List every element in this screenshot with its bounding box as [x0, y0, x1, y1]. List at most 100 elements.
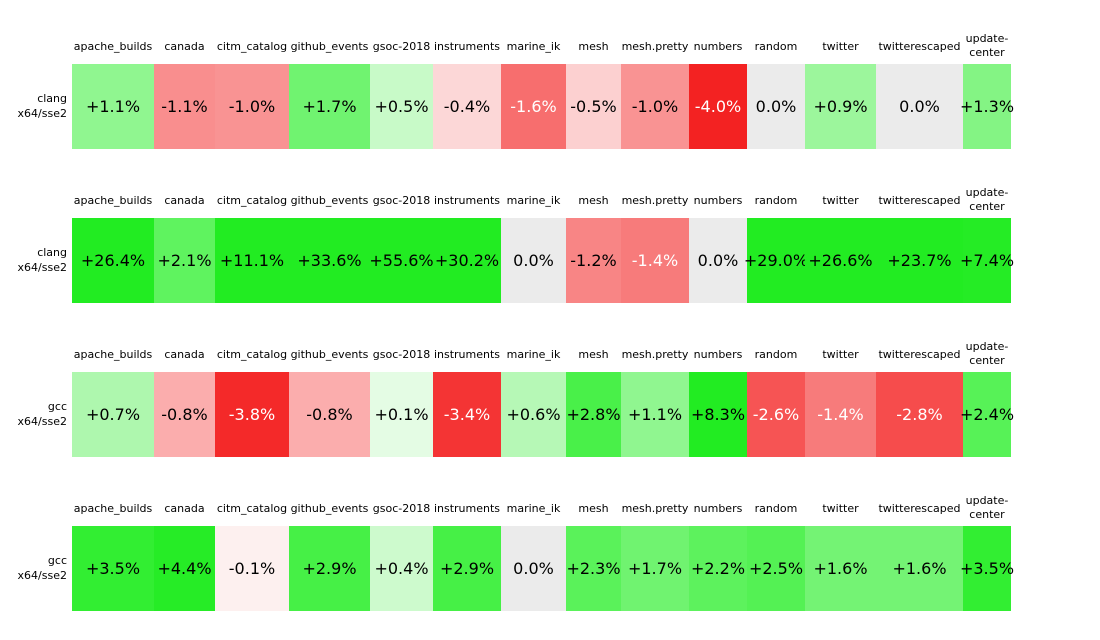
header-corner [0, 182, 72, 218]
column-header: twitter [822, 501, 859, 515]
column-header: twitter [822, 193, 859, 207]
heatmap-cell: +2.8% [566, 372, 621, 457]
column-header: twitterescaped [878, 39, 961, 53]
column-header: mesh.pretty [621, 501, 689, 515]
heatmap-cell: -1.1% [154, 64, 215, 149]
heatmap-cell: +33.6% [289, 218, 370, 303]
column-header: marine_ik [506, 347, 561, 361]
heatmap-cell: +8.3% [689, 372, 747, 457]
heatmap-cell: -0.5% [566, 64, 621, 149]
column-header: instruments [433, 501, 501, 515]
header-corner [0, 336, 72, 372]
heatmap-cell: +1.1% [621, 372, 689, 457]
column-header: gsoc-2018 [372, 39, 431, 53]
row-label: clang x64/sse2 [0, 218, 72, 303]
benchmark-band: apache_builds canada citm_catalog github_ev… [0, 28, 1100, 149]
column-header: instruments [433, 347, 501, 361]
column-header: apache_builds [73, 39, 153, 53]
heatmap-cell: +2.2% [689, 526, 747, 611]
column-header: random [754, 347, 798, 361]
column-header: mesh [578, 193, 609, 207]
heatmap-cell: +7.4% [960, 218, 1014, 303]
heatmap-cell: 0.0% [501, 526, 566, 611]
heatmap-cell: +1.7% [621, 526, 689, 611]
column-header: twitterescaped [878, 193, 961, 207]
heatmap-cell: +11.1% [215, 218, 289, 303]
heatmap-cell: +55.6% [369, 218, 434, 303]
heatmap-cell: -1.2% [566, 218, 621, 303]
row-label: gcc x64/sse2 [0, 372, 72, 457]
heatmap-cell: +0.1% [370, 372, 433, 457]
heatmap-cell: -0.8% [154, 372, 215, 457]
column-header: citm_catalog [216, 347, 288, 361]
heatmap-cell: +0.4% [370, 526, 433, 611]
column-header: random [754, 501, 798, 515]
heatmap-cell: +3.5% [72, 526, 154, 611]
heatmap-cell: +1.3% [960, 64, 1014, 149]
column-header: update-center [965, 340, 1009, 367]
heatmap-cell: +2.4% [960, 372, 1014, 457]
column-header: canada [164, 347, 205, 361]
column-header: canada [164, 501, 205, 515]
heatmap-cell: -0.4% [433, 64, 501, 149]
column-header: twitter [822, 39, 859, 53]
heatmap-cell: +2.5% [747, 526, 805, 611]
column-header: mesh.pretty [621, 193, 689, 207]
heatmap-cell: +26.6% [805, 218, 876, 303]
heatmap-cell: +0.5% [370, 64, 433, 149]
heatmap-cell: +30.2% [433, 218, 501, 303]
header-corner [0, 490, 72, 526]
benchmark-band: apache_builds canada citm_catalog github_ev… [0, 182, 1100, 303]
column-header: citm_catalog [216, 39, 288, 53]
heatmap-cell: -0.1% [215, 526, 289, 611]
column-header: numbers [693, 193, 743, 207]
column-header: apache_builds [73, 193, 153, 207]
heatmap-cell: +0.6% [501, 372, 566, 457]
heatmap-cell: -1.4% [621, 218, 689, 303]
column-header: mesh [578, 501, 609, 515]
column-header: canada [164, 39, 205, 53]
column-header: marine_ik [506, 501, 561, 515]
header-corner [0, 28, 72, 64]
heatmap-cell: +1.6% [876, 526, 963, 611]
heatmap-cell: -3.8% [215, 372, 289, 457]
column-header: apache_builds [73, 347, 153, 361]
row-label-compiler: clang [37, 91, 67, 105]
heatmap-cell: -2.6% [747, 372, 805, 457]
column-header: numbers [693, 347, 743, 361]
heatmap-cell: +1.6% [805, 526, 876, 611]
benchmark-band: apache_builds canada citm_catalog github_ev… [0, 336, 1100, 457]
column-header: numbers [693, 501, 743, 515]
heatmap-cell: +3.5% [960, 526, 1014, 611]
heatmap-cell: -4.0% [689, 64, 747, 149]
heatmap-cell: +26.4% [72, 218, 154, 303]
heatmap-cell: +23.7% [876, 218, 963, 303]
column-header: mesh [578, 39, 609, 53]
column-header: apache_builds [73, 501, 153, 515]
heatmap-chart: apache_builds canada citm_catalog github_ev… [0, 28, 1100, 611]
heatmap-cell: -2.8% [876, 372, 963, 457]
column-header: mesh.pretty [621, 39, 689, 53]
heatmap-cell: 0.0% [876, 64, 963, 149]
column-header: github_events [290, 347, 369, 361]
column-header: github_events [290, 193, 369, 207]
heatmap-cell: -1.0% [621, 64, 689, 149]
row-label: gcc x64/sse2 [0, 526, 72, 611]
heatmap-cell: +2.1% [154, 218, 215, 303]
heatmap-cell: +1.7% [289, 64, 370, 149]
heatmap-cell: 0.0% [501, 218, 566, 303]
heatmap-cell: +0.7% [72, 372, 154, 457]
column-header: instruments [433, 39, 501, 53]
heatmap-cell: -3.4% [433, 372, 501, 457]
column-header: random [754, 39, 798, 53]
heatmap-cell: +2.9% [433, 526, 501, 611]
column-header: marine_ik [506, 193, 561, 207]
column-header: twitterescaped [878, 347, 961, 361]
heatmap-cell: -1.4% [805, 372, 876, 457]
column-header: mesh.pretty [621, 347, 689, 361]
heatmap-cell: +2.3% [566, 526, 621, 611]
column-header: numbers [693, 39, 743, 53]
row-label-arch: x64/sse2 [17, 260, 67, 274]
heatmap-cell: +0.9% [805, 64, 876, 149]
row-label-compiler: clang [37, 245, 67, 259]
